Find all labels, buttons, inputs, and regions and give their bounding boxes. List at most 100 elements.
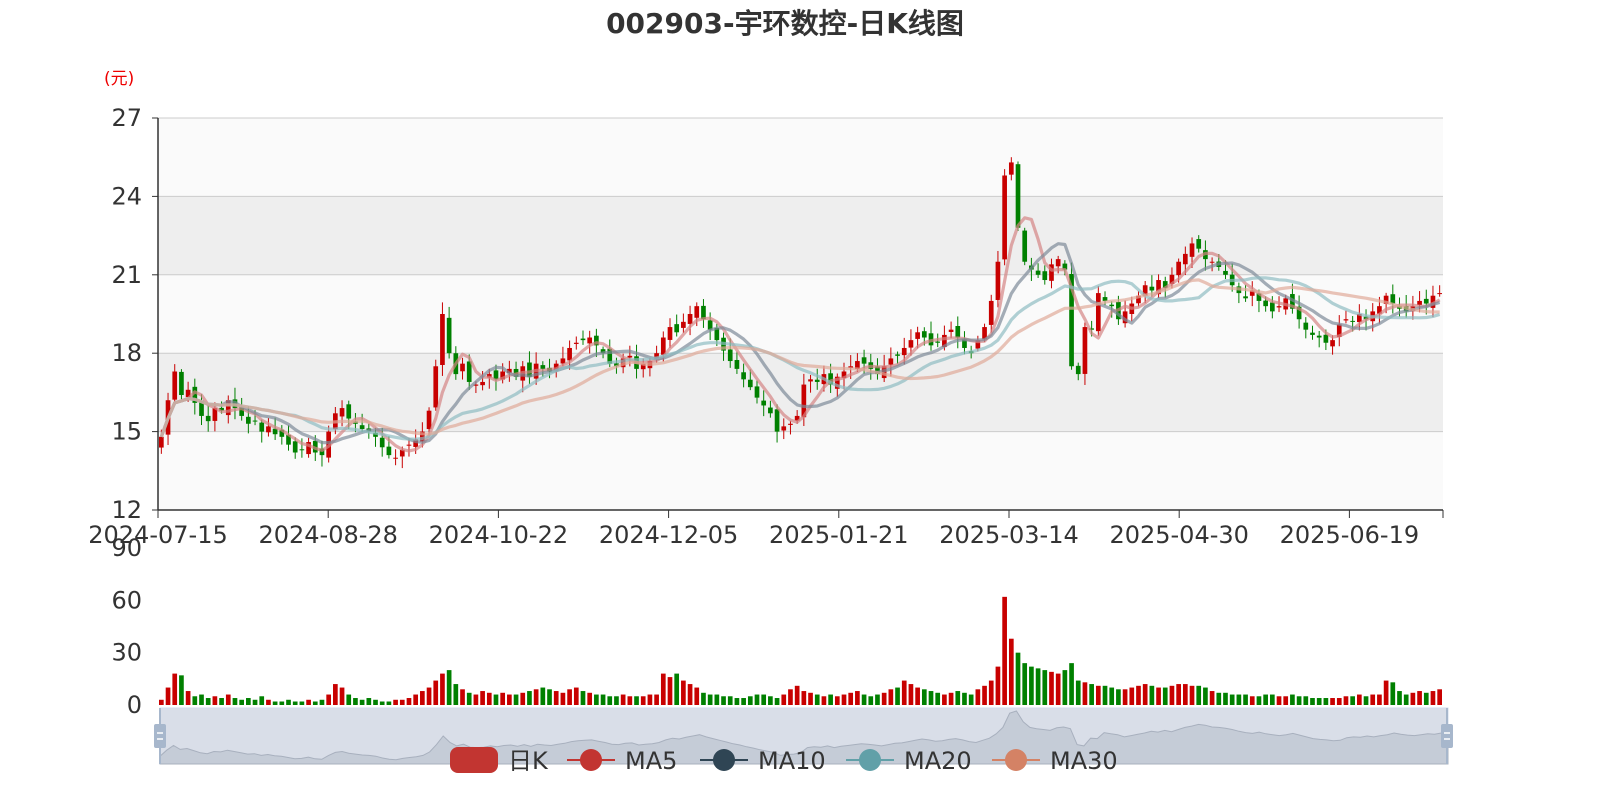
volume-bar	[1216, 692, 1222, 705]
volume-bar	[346, 694, 352, 705]
candle-body	[1363, 316, 1369, 320]
volume-bar	[547, 689, 552, 705]
candle-body	[855, 361, 860, 370]
candle-body	[828, 373, 833, 385]
volume-bar	[935, 692, 941, 705]
volume-bar	[962, 692, 967, 705]
volume-bar	[1089, 684, 1094, 705]
volume-bar	[500, 692, 506, 705]
legend-label: MA30	[1050, 747, 1118, 775]
candle-body	[1243, 296, 1248, 299]
candle-body	[982, 327, 987, 340]
slider-handle-left[interactable]	[154, 708, 166, 764]
volume-bar	[868, 696, 874, 705]
legend-item[interactable]: 日K	[450, 747, 549, 775]
volume-bar	[788, 689, 793, 705]
candle-body	[473, 384, 479, 386]
volume-bar	[1249, 696, 1255, 705]
candle-body	[420, 431, 425, 442]
candle-body	[1176, 261, 1181, 276]
volume-bar	[1029, 666, 1034, 705]
volume-tick-label: 60	[111, 586, 142, 614]
volume-bar	[1122, 689, 1128, 705]
volume-bar	[1008, 638, 1014, 705]
volume-bar	[1075, 680, 1081, 705]
volume-bar	[199, 694, 204, 705]
date-tick-label: 2025-01-21	[769, 521, 908, 549]
volume-bar	[1350, 696, 1355, 705]
candle-body	[1109, 304, 1115, 307]
volume-bar	[955, 691, 961, 705]
candle-body	[948, 329, 954, 332]
volume-bar	[774, 698, 780, 705]
legend-item[interactable]: MA30	[992, 747, 1118, 775]
volume-bar	[553, 691, 559, 705]
legend-dot-icon	[580, 749, 602, 771]
candle-body	[1343, 319, 1349, 321]
volume-bar	[640, 696, 646, 705]
volume-bar	[386, 701, 392, 705]
candle-body	[841, 371, 847, 379]
candle-body	[239, 407, 245, 416]
volume-bar	[1169, 685, 1175, 705]
volume-bar	[560, 692, 566, 705]
candle-body	[172, 371, 178, 400]
candle-body	[614, 363, 619, 367]
volume-bar	[1437, 689, 1442, 705]
volume-bar	[1182, 684, 1188, 705]
volume-bar	[359, 699, 365, 705]
legend-item[interactable]: MA5	[567, 747, 677, 775]
candle-body	[774, 409, 780, 432]
candle-body	[921, 331, 927, 338]
volume-bar	[1015, 652, 1021, 705]
volume-bar	[875, 694, 880, 705]
date-tick-label: 2024-08-28	[258, 521, 397, 549]
volume-bar	[426, 687, 432, 705]
candle-body	[346, 404, 352, 419]
volume-y-axis: 0 30 60 90	[111, 534, 142, 719]
candle-body	[915, 332, 920, 339]
volume-bar	[707, 694, 713, 705]
candle-body	[794, 415, 800, 421]
candle-body	[252, 420, 258, 422]
legend-item[interactable]: MA10	[700, 747, 826, 775]
legend-item[interactable]: MA20	[846, 747, 972, 775]
volume-bar	[159, 699, 164, 705]
volume-bar	[701, 692, 706, 705]
slider-handle-right[interactable]	[1441, 708, 1453, 764]
price-plot-area	[158, 117, 1443, 511]
candle-body	[286, 434, 291, 445]
volume-bar	[861, 694, 867, 705]
candle-body	[975, 340, 981, 349]
volume-bar	[1269, 694, 1275, 705]
candle-body	[1156, 280, 1161, 295]
volume-bar	[768, 696, 773, 705]
volume-bar	[1356, 694, 1362, 705]
volume-bar	[647, 694, 653, 705]
volume-bar	[600, 694, 606, 705]
candle-body	[573, 342, 579, 344]
candle-body	[339, 408, 345, 417]
volume-bar	[1430, 691, 1436, 705]
volume-bar	[1136, 685, 1141, 705]
volume-bars	[159, 596, 1442, 705]
volume-bar	[1055, 673, 1061, 705]
candle-body	[292, 441, 298, 453]
candle-body	[801, 384, 807, 418]
date-tick-label: 2025-04-30	[1109, 521, 1248, 549]
volume-bar	[627, 696, 633, 705]
candle-body	[741, 372, 746, 380]
volume-bar	[1042, 670, 1048, 705]
candle-body	[266, 426, 271, 433]
volume-bar	[1397, 691, 1402, 705]
candle-body	[727, 349, 733, 362]
volume-tick-label: 30	[111, 639, 142, 667]
candle-body	[1049, 264, 1054, 281]
candle-body	[1316, 335, 1322, 338]
candle-body	[694, 306, 700, 318]
volume-bar	[1203, 687, 1208, 705]
candle-body	[681, 321, 686, 328]
candle-body	[781, 426, 787, 431]
volume-bar	[1049, 671, 1054, 705]
candle-body	[1383, 295, 1389, 304]
